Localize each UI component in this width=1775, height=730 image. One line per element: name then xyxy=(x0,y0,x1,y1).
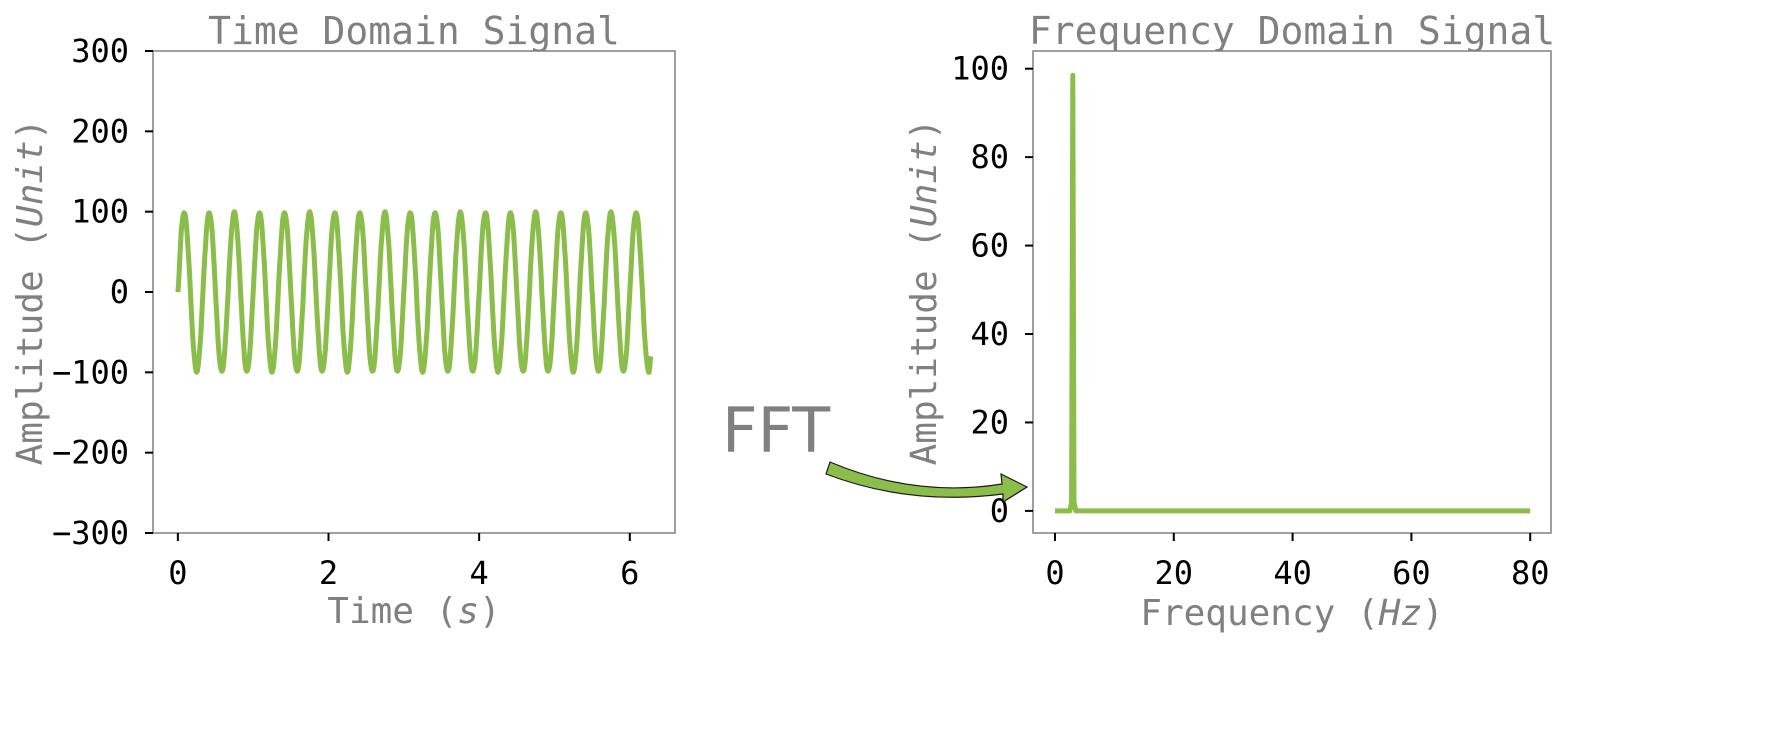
freq-xlabel-prefix: Frequency ( xyxy=(1140,593,1378,634)
frequency-x-axis-label: Frequency (Hz) xyxy=(1140,593,1443,634)
time-ylabel-prefix: Amplitude ( xyxy=(10,227,51,465)
fft-arrow-shape xyxy=(825,461,1029,504)
series-line xyxy=(175,209,654,375)
x-tick-label: 0 xyxy=(1045,554,1064,592)
frequency-y-axis-label: Amplitude (Unit) xyxy=(904,119,945,466)
x-tick-label: 40 xyxy=(1273,554,1312,592)
time-y-axis-label: Amplitude (Unit) xyxy=(10,119,51,466)
frequency-domain-chart: Frequency Domain Signal 0 20 40 60 80 100 0 20… xyxy=(904,9,1555,634)
y-tick-label: 300 xyxy=(71,32,129,70)
time-x-ticks: 0 2 4 6 xyxy=(168,533,639,592)
y-tick-label: 20 xyxy=(970,403,1009,441)
x-tick-label: 0 xyxy=(168,554,187,592)
x-tick-label: 6 xyxy=(620,554,639,592)
time-y-ticks: −300 −200 −100 0 100 200 300 xyxy=(52,32,153,552)
y-tick-label: −200 xyxy=(52,434,129,472)
y-tick-label: −300 xyxy=(52,514,129,552)
fft-label: FFT xyxy=(722,394,831,467)
series-line xyxy=(1055,72,1531,514)
y-tick-label: −100 xyxy=(52,353,129,391)
frequency-series-group xyxy=(1055,72,1531,514)
freq-ylabel-suffix: ) xyxy=(904,119,945,141)
x-tick-label: 4 xyxy=(470,554,489,592)
freq-ylabel-prefix: Amplitude ( xyxy=(904,227,945,465)
y-tick-label: 100 xyxy=(71,193,129,231)
time-xlabel-prefix: Time ( xyxy=(327,591,457,632)
x-tick-label: 80 xyxy=(1511,554,1550,592)
time-ylabel-suffix: ) xyxy=(10,119,51,141)
time-xlabel-unit: s xyxy=(457,591,479,632)
freq-xlabel-suffix: ) xyxy=(1422,593,1444,634)
x-tick-label: 2 xyxy=(319,554,338,592)
y-tick-label: 80 xyxy=(970,138,1009,176)
time-chart-title: Time Domain Signal xyxy=(208,9,620,53)
y-tick-label: 100 xyxy=(951,50,1009,88)
time-x-axis-label: Time (s) xyxy=(327,591,500,632)
y-tick-label: 0 xyxy=(110,273,129,311)
time-series-group xyxy=(175,209,654,375)
frequency-chart-title: Frequency Domain Signal xyxy=(1029,9,1555,53)
frequency-plot-area xyxy=(1032,50,1552,534)
x-tick-label: 60 xyxy=(1392,554,1431,592)
y-tick-label: 60 xyxy=(970,227,1009,265)
y-tick-label: 40 xyxy=(970,315,1009,353)
freq-ylabel-unit: Unit xyxy=(904,140,945,227)
freq-xlabel-unit: Hz xyxy=(1378,593,1422,634)
y-tick-label: 200 xyxy=(71,112,129,150)
x-tick-label: 20 xyxy=(1155,554,1194,592)
time-domain-chart: Time Domain Signal −300 −200 −100 0 100 200 30… xyxy=(10,9,676,632)
time-ylabel-unit: Unit xyxy=(10,140,51,227)
time-xlabel-suffix: ) xyxy=(479,591,501,632)
fft-annotation: FFT xyxy=(722,394,1029,504)
frequency-x-ticks: 0 20 40 60 80 xyxy=(1045,533,1549,592)
